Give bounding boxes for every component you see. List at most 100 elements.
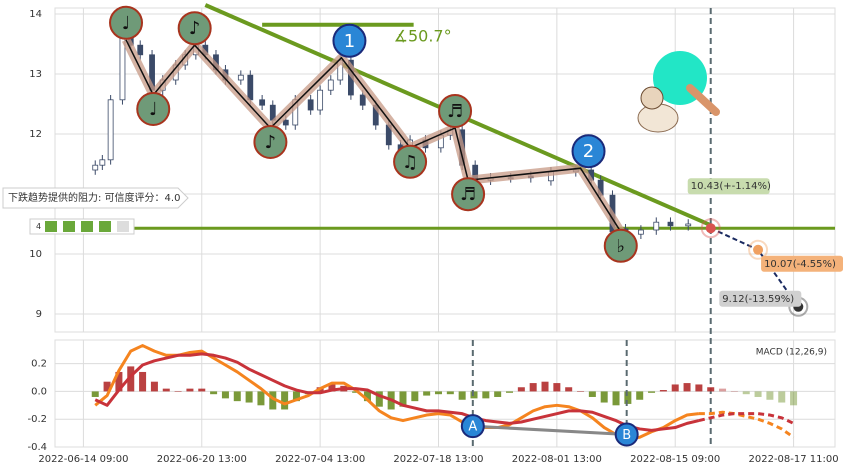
icon — [99, 221, 111, 232]
candle-body — [137, 44, 144, 56]
x-tick-label: 2022-06-14 09:00 — [38, 454, 128, 465]
candle-body — [107, 99, 114, 161]
histogram-bar — [328, 384, 336, 392]
wave-marker — [571, 134, 606, 169]
pivot-note: ♩ — [122, 13, 131, 34]
histogram-bar — [375, 391, 383, 407]
icon — [81, 221, 93, 232]
pivot-marker — [177, 11, 212, 46]
histogram-bar — [754, 391, 762, 397]
dog-head — [640, 86, 664, 110]
pivot-marker — [109, 5, 144, 40]
histogram-bar — [411, 391, 419, 402]
y-tick-label: 0.2 — [31, 359, 47, 370]
histogram-bar — [399, 391, 407, 407]
x-tick-label: 2022-07-18 13:00 — [393, 454, 483, 465]
histogram-bar — [292, 391, 300, 402]
annotation-shape — [2, 187, 189, 209]
histogram-bar — [257, 391, 265, 406]
point-label: B — [622, 428, 631, 443]
histogram-bar — [742, 391, 750, 395]
point-marker — [460, 414, 485, 439]
histogram-bar — [719, 388, 727, 392]
candle-body — [247, 74, 254, 101]
histogram-bar — [139, 371, 147, 392]
y-tick-label: 13 — [29, 69, 42, 80]
histogram-bar — [695, 384, 703, 392]
wave-label: 1 — [344, 31, 355, 52]
wave-line — [125, 39, 622, 233]
histogram-bar — [766, 391, 774, 400]
candle-body — [317, 89, 324, 111]
histogram-bar — [506, 391, 514, 393]
ab-line — [472, 424, 627, 436]
candle-body — [237, 74, 244, 81]
mascot — [637, 51, 720, 133]
histogram-bar — [671, 384, 679, 392]
histogram-bar — [198, 388, 206, 392]
histogram-bar — [103, 381, 111, 392]
pivot-note: ♫ — [402, 152, 418, 173]
histogram-bar — [707, 387, 715, 392]
annotation-text: 下跌趋势提供的阻力: 可信度评分：4.0 — [8, 191, 180, 204]
histogram-bar — [434, 391, 442, 395]
histogram-bar — [446, 391, 454, 395]
candle-body — [359, 94, 366, 106]
score-text: 4 — [36, 222, 41, 231]
histogram-bar — [210, 391, 218, 395]
histogram-bar — [281, 391, 289, 410]
histogram-bar — [612, 391, 620, 406]
x-tick-label: 2022-08-17 11:00 — [749, 454, 839, 465]
histogram-bar — [517, 387, 525, 392]
x-tick-label: 2022-07-04 13:00 — [275, 454, 365, 465]
histogram-bar — [565, 387, 573, 392]
candle-body — [653, 221, 660, 231]
y-tick-label: 12 — [29, 129, 42, 140]
pivot-note: ♪ — [265, 132, 277, 153]
signal-line — [94, 352, 700, 432]
histogram-bar — [600, 391, 608, 403]
histogram-bar — [269, 391, 277, 410]
candle-body — [282, 119, 289, 126]
candle-body — [637, 229, 644, 235]
pivot-marker — [438, 94, 473, 128]
histogram-bar — [730, 391, 738, 392]
dog — [637, 103, 679, 133]
x-tick-label: 2022-08-01 13:00 — [512, 454, 602, 465]
projection-label: 10.43(+-1.14%) — [691, 181, 771, 192]
macd-forecast — [698, 410, 795, 439]
candle-body — [99, 159, 106, 166]
angle-label: ∡50.7° — [394, 26, 452, 45]
y-tick-label: -0.2 — [27, 414, 47, 425]
histogram-bar — [553, 383, 561, 392]
candle-body — [307, 99, 314, 111]
projection-label: 10.07(-4.55%) — [764, 259, 836, 270]
signal-forecast — [698, 412, 795, 425]
histogram-bar — [494, 391, 502, 397]
histogram-bar — [790, 391, 798, 406]
histogram-bar — [624, 391, 632, 404]
x-tick-label: 2022-08-15 09:00 — [630, 454, 720, 465]
x-tick-label: 2022-06-20 13:00 — [157, 454, 247, 465]
histogram-bar — [363, 391, 371, 402]
wave-band — [121, 37, 625, 235]
pivot-note: ♪ — [189, 18, 201, 39]
projection-point — [705, 223, 716, 234]
histogram-bar — [91, 391, 99, 397]
icon — [63, 221, 75, 232]
pivot-note: ♭ — [617, 236, 626, 257]
pivot-marker — [253, 125, 288, 159]
histogram-bar — [186, 388, 194, 392]
histogram-bar — [221, 391, 229, 399]
projection-label: 9.12(-13.59%) — [722, 294, 794, 305]
histogram-bar — [778, 391, 786, 403]
annotation-box: 下跌趋势提供的阻力: 可信度评分：4.0 — [2, 187, 189, 209]
histogram-bar — [127, 366, 135, 392]
y-tick-label: 0.0 — [31, 386, 47, 397]
histogram-bar — [541, 381, 549, 392]
projection-label-bg — [687, 178, 770, 195]
histogram-bar — [470, 391, 478, 399]
histogram-bar — [245, 391, 253, 403]
histogram-bar — [233, 391, 241, 402]
pivot-note: ♬ — [447, 101, 463, 122]
